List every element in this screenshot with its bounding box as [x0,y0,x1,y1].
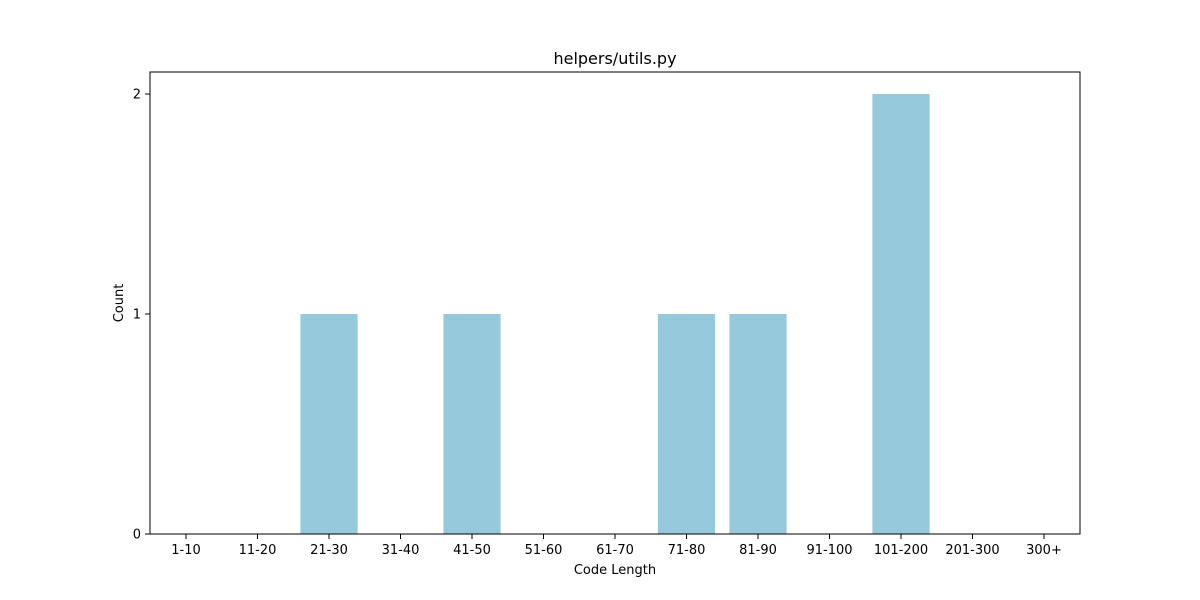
bars [300,94,930,534]
x-axis: 1-10 11-20 21-30 31-40 41-50 51-60 61-70 71-80 8… [171,534,1062,558]
y-axis-label: Count [112,284,127,323]
x-tick-label: 11-20 [239,543,277,558]
y-tick-label: 0 [133,528,141,543]
bar-81-90 [729,314,787,534]
x-tick-label: 101-200 [874,543,928,558]
x-tick-label: 1-10 [171,543,201,558]
chart-title: helpers/utils.py [553,49,676,68]
bar-101-200 [872,94,930,534]
x-tick-label: 201-300 [945,543,999,558]
bar-71-80 [657,314,716,534]
x-tick-label: 31-40 [382,543,420,558]
x-tick-label: 51-60 [525,543,563,558]
bar-21-30 [300,314,358,534]
x-tick-label: 41-50 [453,543,491,558]
x-axis-label: Code Length [574,563,656,578]
x-tick-label: 71-80 [668,543,706,558]
x-tick-label: 91-100 [806,543,852,558]
y-tick-label: 1 [133,308,141,323]
y-tick-label: 2 [133,88,141,103]
x-tick-label: 300+ [1026,543,1062,558]
x-tick-label: 81-90 [739,543,777,558]
y-axis: 0 1 2 [133,88,150,543]
x-tick-label: 61-70 [596,543,634,558]
plot-frame [149,71,1081,535]
bar-41-50 [443,314,501,534]
x-tick-label: 21-30 [310,543,348,558]
